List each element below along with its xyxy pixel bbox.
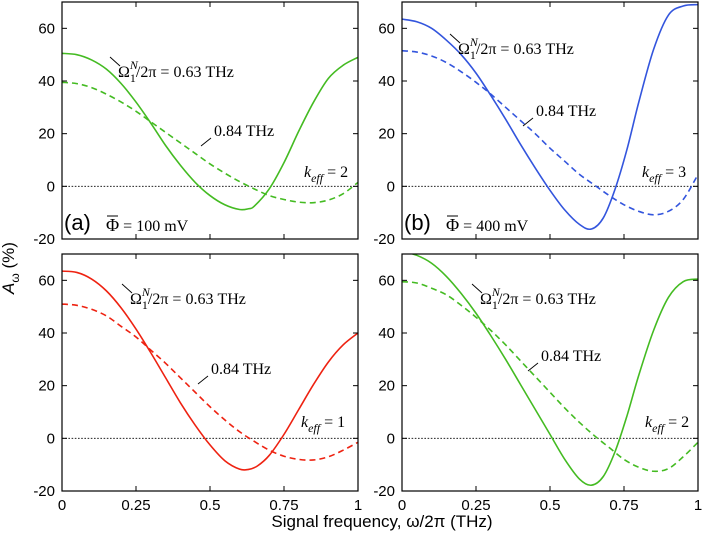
leader-line [197,375,209,385]
y-tick-label: 20 [378,126,395,143]
leader-line [200,137,212,147]
x-tick-label: 0.75 [269,497,298,514]
y-tick-label: 60 [378,20,395,37]
y-tick-label: 40 [378,325,395,342]
leader-line [471,283,483,294]
y-tick-label: -20 [373,483,395,500]
x-tick-label: 0.5 [200,497,221,514]
y-tick-label: -20 [373,231,395,248]
y-tick-label: 20 [38,378,55,395]
y-tick-label: 0 [387,178,395,195]
y-tick-label: 40 [38,325,55,342]
y-tick-label: 40 [378,73,395,90]
y-tick-label: 0 [47,178,55,195]
annotation-keff: keff = 2 [304,164,348,185]
x-tick-label: 1 [354,497,362,514]
leader-line [449,33,461,44]
y-tick-label: 60 [38,272,55,289]
leader-line [522,117,534,127]
leader-line [109,56,121,67]
annotation-solid-label: ΩN 1/2π = 0.63 THz [118,58,234,85]
svg-text:Aω (%): Aω (%) [0,242,22,295]
x-tick-label: 0.25 [121,497,150,514]
x-tick-label: 0 [58,497,66,514]
series-line-084-thz [62,81,358,204]
y-axis-title-unit: (%) [0,242,18,273]
annotation-solid-label: ΩN 1/2π = 0.63 THz [480,285,596,312]
y-tick-label: 60 [378,272,395,289]
phi-annotation: Φ = 100 mV [106,215,189,235]
annotation-dashed-label: 0.84 THz [211,361,271,378]
y-tick-label: 0 [47,430,55,447]
x-tick-label: 0 [398,497,406,514]
y-axis-title-main: A [0,283,18,295]
series-line-084-thz [402,49,698,216]
y-axis-title: Aω (%) [0,242,22,295]
annotation-keff: keff = 1 [301,414,345,435]
plot-frame [401,253,699,492]
plot-frame [61,253,359,492]
x-tick-label: 1 [694,497,702,514]
panel-label: (b) [404,210,431,235]
x-tick-label: 0.25 [461,497,490,514]
y-tick-label: -20 [33,483,55,500]
series-line-084-thz [62,303,358,461]
annotation-dashed-label: 0.84 THz [541,348,601,365]
panel-top-left: -20 0 20 40 60 ΩN 1/2π = 0.63 THz 0.84 THz keff … [33,1,359,248]
series-line-063-thz [402,3,698,231]
y-axis-title-sub: ω [8,273,22,282]
y-tick-label: 0 [387,430,395,447]
x-tick-label: 0.75 [609,497,638,514]
series-line-063-thz [409,254,698,487]
y-tick-label: -20 [33,231,55,248]
x-tick-label: 0.5 [540,497,561,514]
annotation-solid-label: ΩN 1/2π = 0.63 THz [458,35,574,62]
y-tick-label: 20 [38,126,55,143]
series-line-084-thz [402,280,698,473]
annotation-keff: keff = 3 [642,164,686,185]
y-tick-label: 60 [38,20,55,37]
phi-annotation: Φ = 400 mV [446,215,529,235]
plot-frame [401,1,699,240]
annotation-dashed-label: 0.84 THz [536,103,596,120]
panel-label: (a) [64,210,91,235]
y-tick-label: 20 [378,378,395,395]
leader-line [121,283,133,294]
x-axis-title: Signal frequency, ω/2π (THz) [271,512,492,531]
annotation-keff: keff = 2 [645,414,689,435]
annotation-solid-label: ΩN 1/2π = 0.63 THz [130,285,246,312]
leader-line [527,362,539,372]
annotation-dashed-label: 0.84 THz [214,123,274,140]
series-line-063-thz [62,52,358,211]
series-line-063-thz [62,270,358,471]
panel-top-right: -20 0 20 40 60 ΩN 1/2π = 0.63 THz 0.84 THz keff … [373,1,699,248]
y-tick-label: 40 [38,73,55,90]
